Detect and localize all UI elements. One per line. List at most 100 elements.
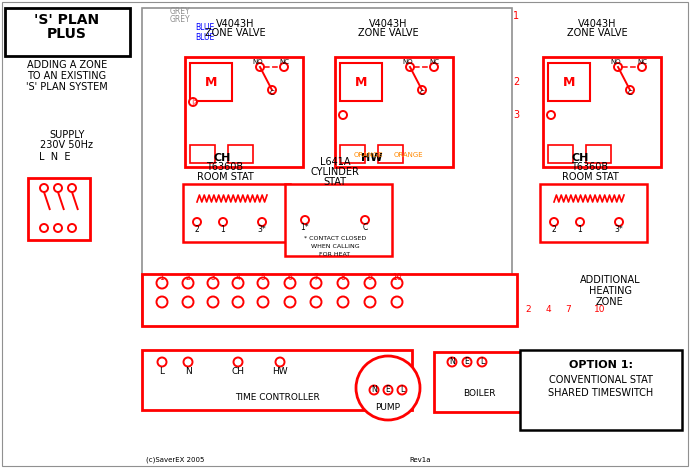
Text: ZONE: ZONE [596, 297, 624, 307]
Text: N: N [449, 358, 455, 366]
Text: 1: 1 [221, 226, 226, 234]
Bar [335, 57, 453, 167]
Text: BOILER: BOILER [463, 388, 495, 397]
Text: TO AN EXISTING: TO AN EXISTING [28, 71, 106, 81]
Bar [434, 352, 524, 412]
Circle shape [337, 278, 348, 288]
Text: 2: 2 [186, 272, 190, 281]
Circle shape [384, 386, 393, 395]
Text: 6: 6 [288, 272, 293, 281]
Text: V4043H: V4043H [216, 19, 254, 29]
Text: CH: CH [571, 153, 589, 163]
Text: T6360B: T6360B [571, 162, 609, 172]
Text: CH: CH [232, 367, 244, 376]
Text: NO: NO [611, 59, 621, 65]
Text: ZONE VALVE: ZONE VALVE [357, 28, 418, 38]
Text: 3: 3 [513, 110, 519, 120]
Circle shape [268, 86, 276, 94]
Circle shape [397, 386, 406, 395]
Text: 7: 7 [565, 306, 571, 314]
Circle shape [356, 356, 420, 420]
Circle shape [301, 216, 309, 224]
Circle shape [310, 297, 322, 307]
Text: C: C [270, 90, 275, 96]
Bar [378, 145, 403, 163]
Text: GREY: GREY [170, 15, 190, 23]
Text: 'S' PLAN SYSTEM: 'S' PLAN SYSTEM [26, 82, 108, 92]
Text: M: M [205, 75, 217, 88]
Circle shape [184, 358, 193, 366]
Circle shape [615, 218, 623, 226]
Text: E: E [464, 358, 469, 366]
Text: HW: HW [362, 153, 383, 163]
Text: N: N [185, 367, 191, 376]
Text: 'S' PLAN: 'S' PLAN [34, 13, 99, 27]
Circle shape [40, 224, 48, 232]
Bar [340, 63, 382, 101]
Bar [285, 184, 392, 256]
Text: 2: 2 [551, 226, 556, 234]
Bar [142, 274, 517, 326]
Text: ROOM STAT: ROOM STAT [562, 172, 618, 182]
Text: TIME CONTROLLER: TIME CONTROLLER [235, 394, 319, 402]
Text: 8: 8 [341, 272, 346, 281]
Circle shape [614, 63, 622, 71]
Text: 1: 1 [578, 226, 582, 234]
Bar [28, 178, 90, 240]
Text: * CONTACT CLOSED: * CONTACT CLOSED [304, 235, 366, 241]
Bar [340, 145, 365, 163]
Bar [586, 145, 611, 163]
Bar [183, 184, 290, 242]
Text: L: L [480, 358, 484, 366]
Text: NC: NC [637, 59, 647, 65]
Text: NO: NO [403, 59, 413, 65]
Circle shape [430, 63, 438, 71]
Circle shape [550, 218, 558, 226]
Circle shape [638, 63, 646, 71]
Circle shape [364, 297, 375, 307]
Circle shape [208, 297, 219, 307]
Bar [548, 63, 590, 101]
Circle shape [68, 224, 76, 232]
Text: CYLINDER: CYLINDER [310, 167, 359, 177]
Text: 5: 5 [261, 272, 266, 281]
Circle shape [257, 278, 268, 288]
Text: N: N [371, 386, 377, 395]
Bar [185, 57, 303, 167]
Circle shape [157, 278, 168, 288]
Text: 3*: 3* [257, 226, 266, 234]
Text: M: M [563, 75, 575, 88]
Text: 1: 1 [159, 272, 164, 281]
Text: C: C [628, 90, 632, 96]
Circle shape [233, 278, 244, 288]
Text: ORANGE: ORANGE [393, 152, 423, 158]
Bar [508, 8, 684, 336]
Bar [5, 8, 130, 56]
Text: 10: 10 [392, 272, 402, 281]
Circle shape [157, 297, 168, 307]
Circle shape [157, 358, 166, 366]
Circle shape [391, 278, 402, 288]
Circle shape [337, 297, 348, 307]
Text: 2: 2 [513, 77, 519, 87]
Text: 2: 2 [195, 226, 199, 234]
Text: 2: 2 [525, 306, 531, 314]
Text: 3: 3 [210, 272, 215, 281]
Circle shape [310, 278, 322, 288]
Text: 1*: 1* [301, 224, 309, 233]
Text: ROOM STAT: ROOM STAT [197, 172, 253, 182]
Circle shape [626, 86, 634, 94]
Text: BLUE: BLUE [195, 23, 215, 32]
Circle shape [477, 358, 486, 366]
Circle shape [256, 63, 264, 71]
Circle shape [233, 358, 242, 366]
Text: Rev1a: Rev1a [409, 457, 431, 463]
Circle shape [576, 218, 584, 226]
Text: HEATING: HEATING [589, 286, 631, 296]
Bar [540, 184, 647, 242]
Circle shape [364, 278, 375, 288]
Text: 1: 1 [513, 11, 519, 21]
Bar [142, 350, 412, 410]
Bar [548, 145, 573, 163]
Text: 3*: 3* [615, 226, 623, 234]
